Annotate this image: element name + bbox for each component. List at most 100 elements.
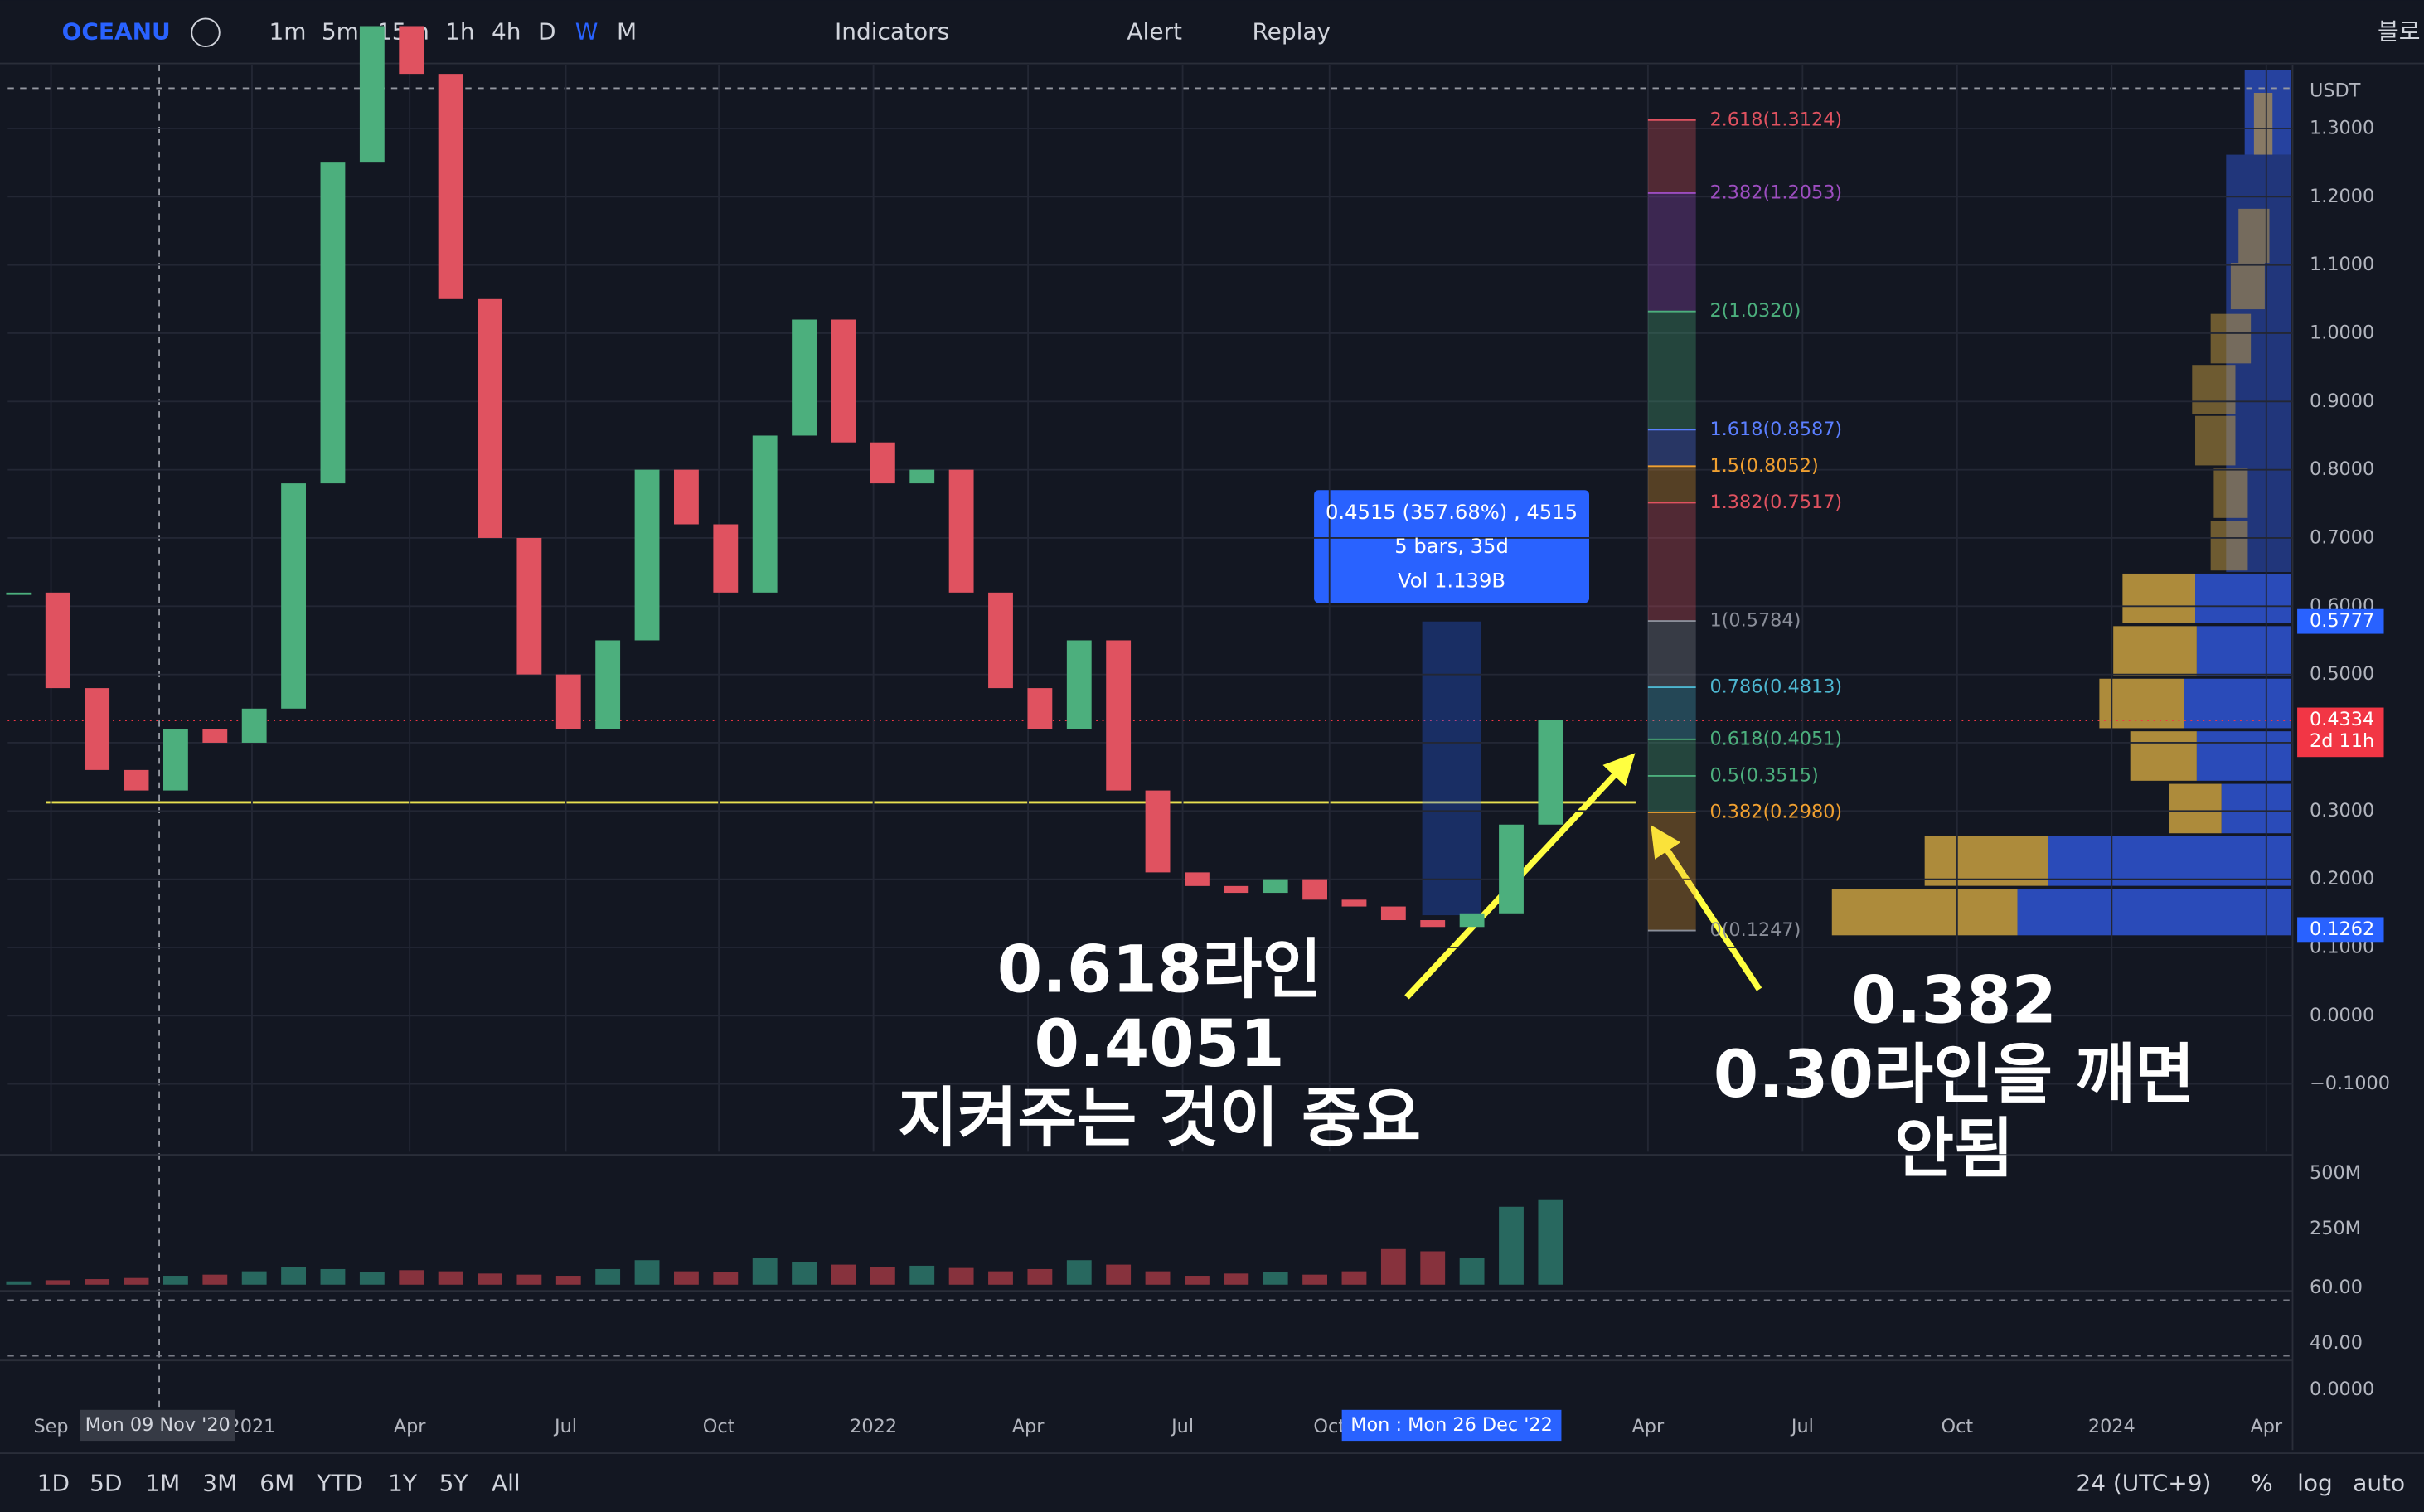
volume-bar — [831, 1264, 856, 1285]
candle — [438, 74, 463, 299]
countdown: 2d 11h — [2310, 730, 2374, 752]
volume-bar — [320, 1268, 346, 1285]
annotation[interactable]: 지켜주는 것이 중요 — [898, 1080, 1421, 1156]
range-button[interactable]: YTD — [316, 1469, 363, 1496]
candle — [909, 469, 935, 484]
interval-button[interactable]: 5m — [322, 17, 359, 45]
interval-button[interactable]: 1h — [445, 17, 475, 45]
measure-text: Vol 1.139B — [1398, 568, 1505, 592]
volume-bar — [202, 1274, 228, 1285]
candle — [752, 435, 778, 593]
interval-button[interactable]: D — [538, 17, 556, 45]
price-tick-label: 0.5000 — [2310, 663, 2374, 685]
volume-bar — [595, 1268, 621, 1285]
price-tick-label: −0.1000 — [2310, 1073, 2390, 1094]
price-tick-label: 0.9000 — [2310, 390, 2374, 412]
candle — [241, 708, 267, 743]
fib-zone — [1647, 192, 1696, 312]
toolbar-right[interactable]: 블로 — [2378, 17, 2420, 45]
candle — [1106, 640, 1132, 791]
candle — [1459, 913, 1485, 928]
add-symbol[interactable] — [191, 17, 221, 47]
candle — [1420, 920, 1446, 928]
annotation[interactable]: 0.618라인 — [997, 932, 1322, 1007]
interval-button[interactable]: 4h — [492, 17, 521, 45]
range-button[interactable]: 6M — [259, 1469, 294, 1496]
range-button[interactable]: 5Y — [439, 1469, 469, 1496]
volume-bar — [438, 1271, 463, 1285]
candle — [45, 592, 70, 689]
volume-bar — [555, 1276, 581, 1285]
candle — [320, 162, 346, 484]
annotation[interactable]: 0.4051 — [1034, 1006, 1284, 1082]
fib-zone — [1647, 687, 1696, 739]
indicators-button[interactable]: Indicators — [835, 17, 949, 45]
rsi-tick-label: 40.00 — [2310, 1332, 2363, 1354]
candle — [870, 442, 895, 484]
interval-button[interactable]: W — [575, 17, 599, 45]
log-toggle[interactable]: log — [2297, 1469, 2333, 1496]
candle — [988, 592, 1013, 689]
fib-label: 1.382(0.7517) — [1709, 492, 1842, 513]
measure-range[interactable] — [1422, 621, 1481, 916]
fib-zone — [1647, 739, 1696, 776]
fib-label: 0.382(0.2980) — [1709, 801, 1842, 822]
volume-bar — [1459, 1258, 1485, 1285]
volume-bar — [1538, 1199, 1563, 1285]
candle — [1341, 899, 1367, 907]
volume-bar — [359, 1272, 385, 1285]
volume-bar — [1420, 1251, 1446, 1285]
candle — [399, 26, 424, 75]
price-tag-label: 0.4334 — [2310, 709, 2374, 730]
volume-bar — [909, 1265, 935, 1285]
range-button[interactable]: 1M — [145, 1469, 180, 1496]
price-tick-label: 1.1000 — [2310, 254, 2374, 275]
volume-bar — [674, 1271, 699, 1285]
price-tick-label: 1.0000 — [2310, 322, 2374, 343]
annotation[interactable]: 0.30라인을 깨면 — [1714, 1037, 2195, 1112]
arrow — [1651, 825, 1762, 991]
volume-bar — [988, 1271, 1013, 1285]
measure-text: 0.4515 (357.68%) , 4515 — [1326, 500, 1578, 524]
symbol[interactable]: OCEANU — [62, 17, 171, 45]
percent-toggle[interactable]: % — [2251, 1469, 2273, 1496]
volume-bar — [1106, 1264, 1132, 1285]
price-tick-label: 0.3000 — [2310, 800, 2374, 821]
range-button[interactable]: All — [492, 1469, 521, 1496]
interval-button[interactable]: 1m — [269, 17, 306, 45]
fib-zone — [1647, 621, 1696, 688]
price-tick-label: 0.8000 — [2310, 458, 2374, 480]
auto-toggle[interactable]: auto — [2353, 1469, 2405, 1496]
candle — [1538, 720, 1563, 825]
range-button[interactable]: 5D — [90, 1469, 122, 1496]
interval-button[interactable]: M — [617, 17, 637, 45]
range-button[interactable]: 3M — [202, 1469, 237, 1496]
annotation[interactable]: 안됨 — [1894, 1112, 2014, 1187]
volume-bar — [85, 1279, 110, 1285]
candle — [1145, 790, 1171, 873]
annotation[interactable]: 0.382 — [1851, 963, 2057, 1039]
volume-bar — [1499, 1206, 1524, 1285]
price-tag — [2297, 917, 2384, 943]
candle — [281, 483, 306, 709]
volume-bar — [1302, 1274, 1327, 1285]
price-tag-label: 0.1262 — [2310, 918, 2374, 940]
alert-button[interactable]: Alert — [1127, 17, 1182, 45]
time-label: 2021 — [229, 1416, 276, 1437]
macd-tick-label: 0.0000 — [2310, 1379, 2374, 1400]
candle — [595, 640, 621, 729]
currency[interactable]: USDT — [2310, 80, 2361, 102]
range-button[interactable]: 1Y — [388, 1469, 418, 1496]
candle — [1263, 879, 1288, 894]
timezone[interactable]: 24 (UTC+9) — [2076, 1469, 2211, 1496]
volume-bar — [1066, 1260, 1092, 1285]
candle — [1380, 906, 1406, 921]
volume-bar — [752, 1258, 778, 1285]
candle — [6, 592, 32, 595]
range-button[interactable]: 1D — [37, 1469, 70, 1496]
replay-button[interactable]: Replay — [1252, 17, 1331, 45]
volume-bar — [1341, 1271, 1367, 1285]
candle — [124, 769, 149, 791]
candle — [674, 469, 699, 525]
